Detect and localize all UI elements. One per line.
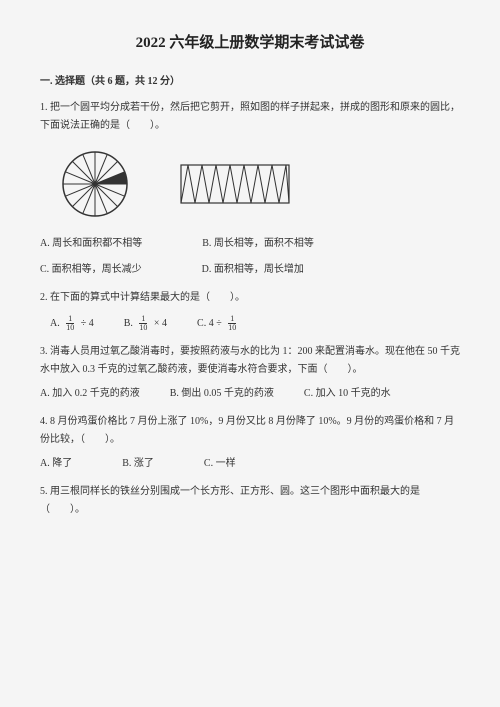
frac-den: 10 xyxy=(137,324,149,332)
q2-options: A. 110 ÷ 4 B. 110 × 4 C. 4 ÷ 110 xyxy=(50,315,460,333)
q1-options: A. 周长和面积都不相等 B. 周长相等，面积不相等 xyxy=(40,235,460,253)
q1-opt-b: B. 周长相等，面积不相等 xyxy=(202,235,314,253)
question-5: 5. 用三根同样长的铁丝分别围成一个长方形、正方形、圆。这三个图形中面积最大的是… xyxy=(40,483,460,519)
frac-den: 10 xyxy=(64,324,76,332)
q5-text: 5. 用三根同样长的铁丝分别围成一个长方形、正方形、圆。这三个图形中面积最大的是… xyxy=(40,483,460,519)
q4-text: 4. 8 月份鸡蛋价格比 7 月份上涨了 10%，9 月份又比 8 月份降了 1… xyxy=(40,413,460,449)
q2c-prefix: C. 4 ÷ xyxy=(197,318,224,329)
section-1-header: 一. 选择题（共 6 题，共 12 分） xyxy=(40,73,460,91)
q2a-prefix: A. xyxy=(50,318,62,329)
fraction: 110 xyxy=(64,315,76,332)
fraction: 110 xyxy=(226,315,238,332)
q1-opt-d: D. 面积相等，周长增加 xyxy=(202,261,304,279)
exam-title: 2022 六年级上册数学期末考试试卷 xyxy=(40,30,460,57)
question-3: 3. 消毒人员用过氧乙酸消毒时，要按照药液与水的比为 1：200 来配置消毒水。… xyxy=(40,343,460,403)
q1-text: 1. 把一个圆平均分成若干份，然后把它剪开，照如图的样子拼起来，拼成的图形和原来… xyxy=(40,99,460,135)
fraction: 110 xyxy=(137,315,149,332)
q4-options: A. 降了 B. 涨了 C. 一样 xyxy=(40,455,460,473)
q2-text: 2. 在下面的算式中计算结果最大的是（ ）。 xyxy=(40,289,460,307)
q4-opt-a: A. 降了 xyxy=(40,455,72,473)
q1-figures xyxy=(60,149,460,219)
circle-divided-icon xyxy=(60,149,130,219)
q2b-prefix: B. xyxy=(124,318,136,329)
q2a-suffix: ÷ 4 xyxy=(78,318,94,329)
zigzag-rectangle-icon xyxy=(180,164,290,204)
q1-opt-a: A. 周长和面积都不相等 xyxy=(40,235,142,253)
question-4: 4. 8 月份鸡蛋价格比 7 月份上涨了 10%，9 月份又比 8 月份降了 1… xyxy=(40,413,460,473)
q1-options-2: C. 面积相等，周长减少 D. 面积相等，周长增加 xyxy=(40,261,460,279)
q3-opt-c: C. 加入 10 千克的水 xyxy=(304,385,391,403)
q1-opt-c: C. 面积相等，周长减少 xyxy=(40,261,142,279)
q2b-suffix: × 4 xyxy=(151,318,167,329)
q2-opt-a: A. 110 ÷ 4 xyxy=(50,315,94,333)
q4-opt-c: C. 一样 xyxy=(204,455,236,473)
frac-den: 10 xyxy=(226,324,238,332)
q3-opt-b: B. 倒出 0.05 千克的药液 xyxy=(170,385,274,403)
q4-opt-b: B. 涨了 xyxy=(122,455,154,473)
q3-text: 3. 消毒人员用过氧乙酸消毒时，要按照药液与水的比为 1：200 来配置消毒水。… xyxy=(40,343,460,379)
q3-options: A. 加入 0.2 千克的药液 B. 倒出 0.05 千克的药液 C. 加入 1… xyxy=(40,385,460,403)
q2-opt-b: B. 110 × 4 xyxy=(124,315,167,333)
q3-opt-a: A. 加入 0.2 千克的药液 xyxy=(40,385,140,403)
question-1: 1. 把一个圆平均分成若干份，然后把它剪开，照如图的样子拼起来，拼成的图形和原来… xyxy=(40,99,460,279)
q2-opt-c: C. 4 ÷ 110 xyxy=(197,315,240,333)
question-2: 2. 在下面的算式中计算结果最大的是（ ）。 A. 110 ÷ 4 B. 110… xyxy=(40,289,460,333)
